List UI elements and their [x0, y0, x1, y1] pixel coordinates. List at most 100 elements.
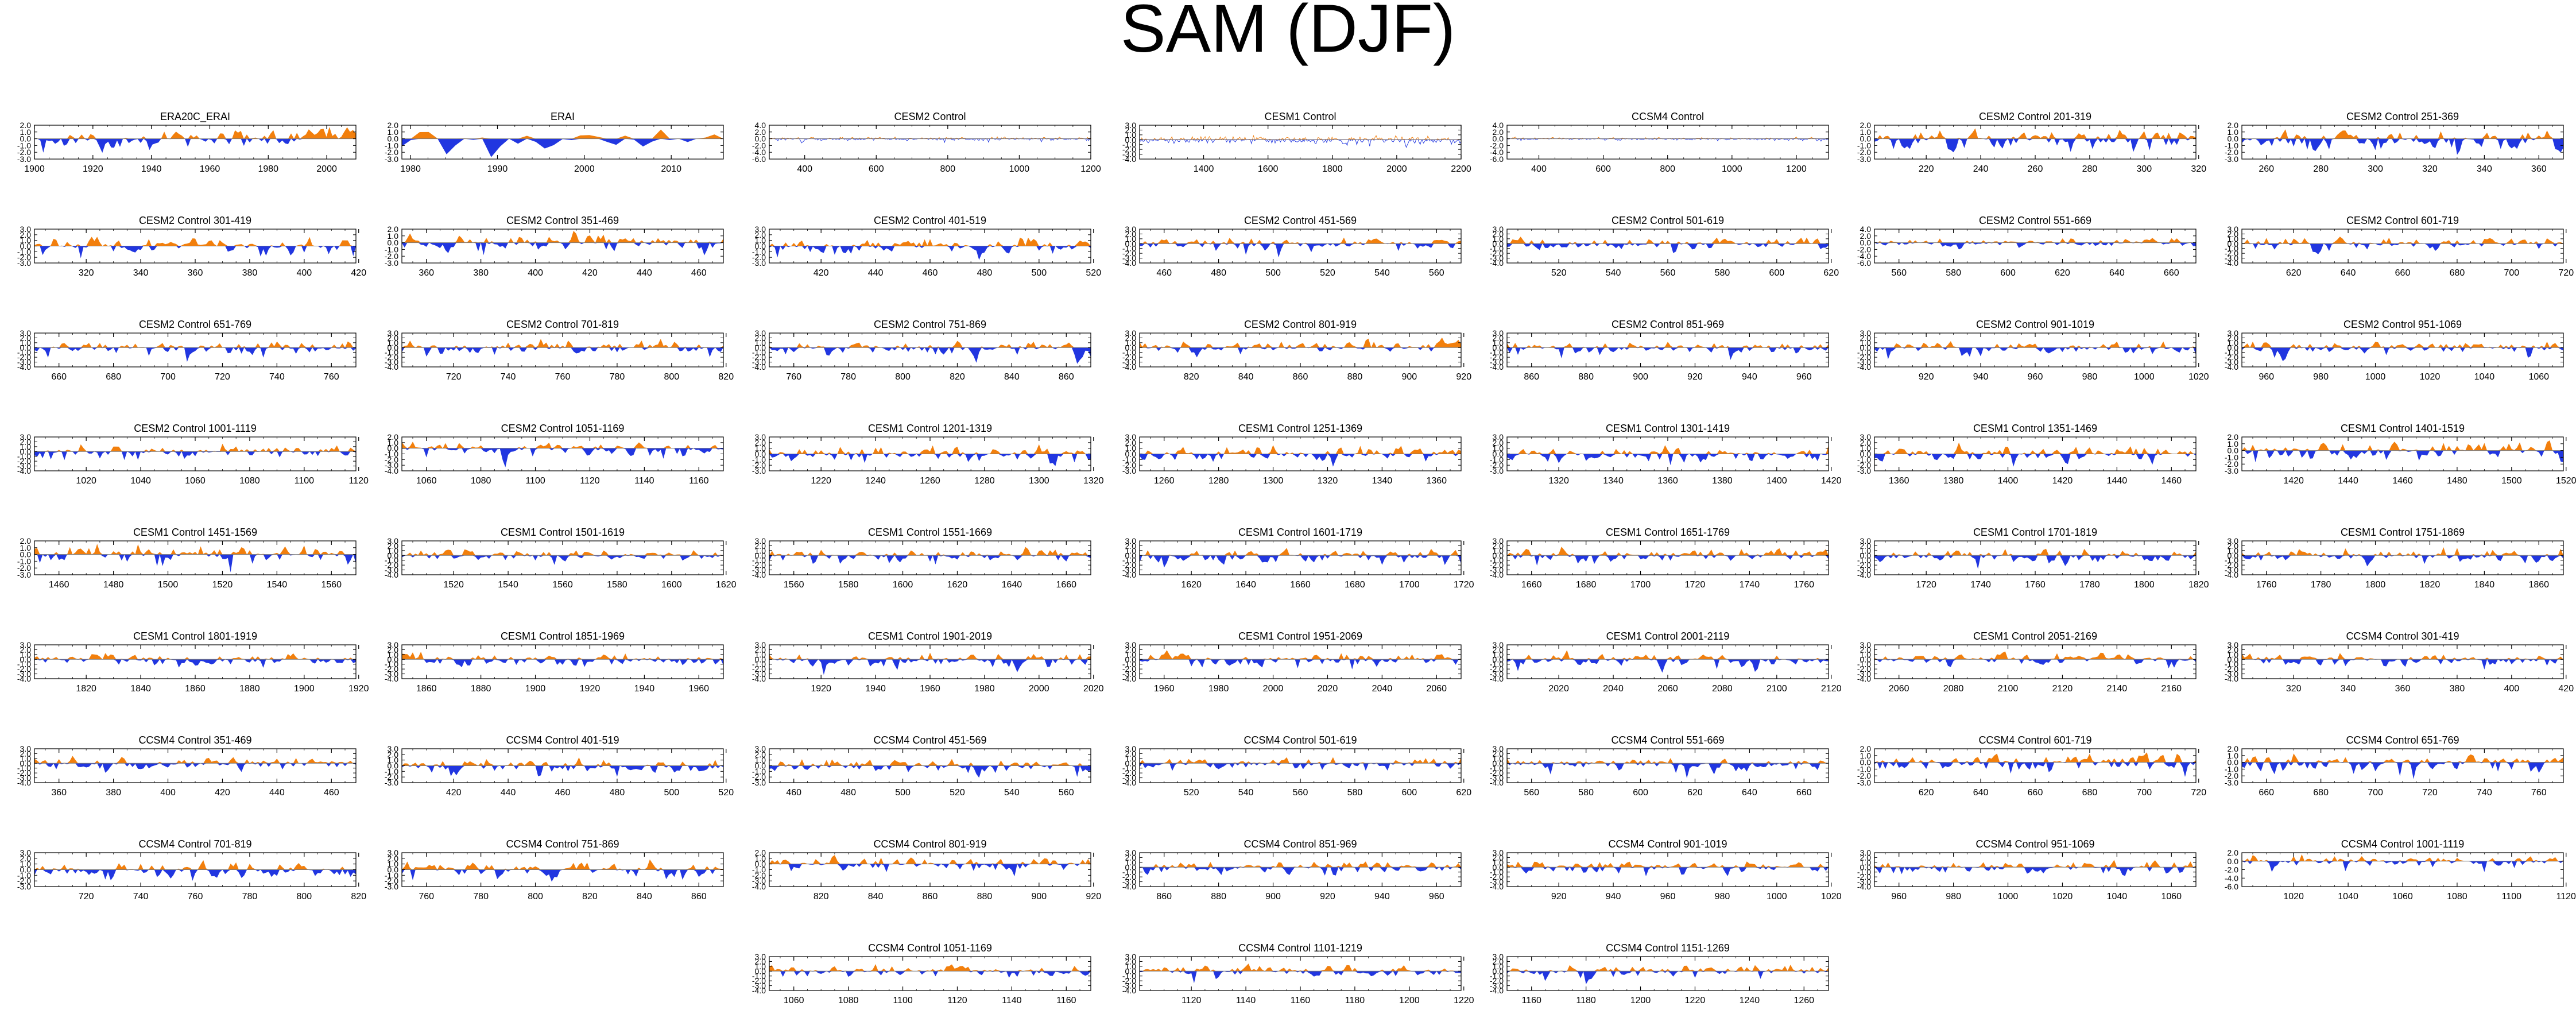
negative-area [2242, 659, 2563, 670]
x-tick-label: 620 [1919, 788, 1934, 798]
plot-frame [2241, 229, 2564, 264]
positive-area [769, 341, 1091, 348]
x-tick-label: 540 [1606, 268, 1621, 278]
y-tick-label: 0.0 [755, 860, 766, 869]
y-tick-label: -2.0 [1857, 148, 1871, 157]
x-tick-label: 380 [473, 268, 489, 278]
y-tick-label: 2.0 [388, 750, 399, 759]
y-tick-label: -2.0 [2225, 560, 2238, 570]
y-tick-label: -2.0 [385, 876, 398, 885]
negative-area [769, 659, 1091, 675]
y-tick-label: 0.0 [1493, 862, 1504, 872]
y-tick-label: -2.0 [2225, 664, 2238, 674]
y-tick-label: 0.0 [1860, 758, 1872, 767]
x-tick-label: 1960 [200, 164, 220, 174]
plot-frame [1506, 332, 1829, 367]
y-tick-label: -1.0 [385, 245, 398, 254]
x-tick-label: 1200 [1786, 164, 1807, 174]
x-tick-label: 440 [269, 788, 285, 798]
x-tick-label: 1600 [893, 580, 913, 590]
negative-area [1507, 555, 1829, 566]
y-tick-label: 1.0 [20, 754, 32, 763]
x-tick-label: 920 [1551, 892, 1567, 902]
x-tick-label: 1380 [1712, 476, 1733, 486]
y-tick-label: 2.0 [20, 121, 32, 130]
x-tick-label: 560 [1891, 268, 1907, 278]
panel-title: CESM1 Control 1201-1319 [868, 423, 992, 434]
positive-area [402, 339, 723, 348]
panel-title: CCSM4 Control 851-969 [1244, 838, 1357, 850]
y-tick-label: -4.0 [2225, 674, 2238, 683]
plot-frame [34, 540, 357, 575]
x-tick-label: 720 [2191, 788, 2206, 798]
positive-area [402, 549, 723, 556]
y-tick-label: 1.0 [2228, 546, 2239, 555]
y-tick-label: 1.0 [1125, 234, 1137, 243]
x-tick-label: 1140 [634, 476, 654, 486]
negative-area [402, 347, 723, 357]
x-tick-label: 520 [1551, 268, 1567, 278]
panel-title: CCSM4 Control 901-1019 [1608, 838, 1727, 850]
y-tick-label: -3.0 [1122, 773, 1136, 783]
y-tick-label: -3.0 [752, 258, 766, 268]
x-tick-label: 1780 [2311, 580, 2331, 590]
x-tick-label: 780 [473, 892, 489, 902]
negative-area [1874, 454, 2196, 467]
y-tick-label: 0.0 [755, 134, 766, 144]
panel-title: CESM1 Control 1901-2019 [868, 630, 992, 642]
y-tick-label: 3.0 [755, 640, 766, 649]
x-tick-label: 520 [1320, 268, 1335, 278]
negative-area [402, 869, 723, 882]
x-tick-label: 680 [2313, 788, 2329, 798]
x-tick-label: 640 [2109, 268, 2125, 278]
y-tick-label: 3.0 [1860, 328, 1872, 338]
y-tick-label: -2.0 [1122, 145, 1136, 154]
x-tick-label: 400 [528, 268, 543, 278]
y-tick-label: 3.0 [20, 225, 32, 234]
y-tick-label: 0.0 [1493, 134, 1504, 144]
panel-title: CESM1 Control 1751-1869 [2341, 527, 2465, 538]
y-tick-label: -1.0 [385, 141, 398, 150]
x-tick-label: 860 [923, 892, 938, 902]
x-tick-label: 760 [324, 372, 339, 382]
x-tick-label: 480 [1211, 268, 1226, 278]
x-tick-label: 1240 [865, 476, 886, 486]
panel-title: CESM2 Control [894, 111, 966, 122]
y-tick-label: 3.0 [2228, 328, 2239, 338]
y-tick-label: 3.0 [2228, 225, 2239, 234]
y-tick-label: 0.0 [20, 134, 32, 144]
x-tick-label: 660 [2395, 268, 2411, 278]
y-tick-label: -3.0 [1857, 358, 1871, 367]
panel: CCSM4 Control 701-819 3.02.01.00.0-1.0-2.… [17, 838, 366, 902]
y-tick-label: 0.0 [755, 343, 766, 352]
negative-area [1507, 347, 1829, 360]
y-tick-label: 1.0 [1860, 338, 1872, 347]
negative-area [1507, 243, 1829, 253]
panel-title: CESM1 Control 1951-2069 [1238, 630, 1362, 642]
y-tick-label: -2.0 [1490, 872, 1504, 881]
y-tick-label: 0.0 [1125, 343, 1137, 352]
y-tick-label: -3.0 [1490, 773, 1504, 783]
x-tick-label: 620 [1456, 788, 1471, 798]
x-tick-label: 660 [2164, 268, 2179, 278]
x-tick-label: 420 [814, 268, 829, 278]
y-tick-label: -1.0 [1122, 348, 1136, 357]
x-tick-label: 1080 [471, 476, 491, 486]
y-tick-label: -4.0 [1122, 362, 1136, 372]
x-tick-label: 580 [1347, 788, 1363, 798]
x-tick-label: 1400 [1767, 476, 1787, 486]
y-tick-label: -4.0 [385, 570, 398, 579]
y-tick-label: 2.0 [755, 541, 766, 550]
y-tick-label: 1.0 [1493, 338, 1504, 347]
y-tick-label: 0.0 [20, 242, 32, 251]
panel-title: CCSM4 Control 551-669 [1611, 734, 1724, 746]
y-tick-label: -1.0 [2225, 556, 2238, 565]
y-tick-label: -2.0 [2225, 353, 2238, 362]
x-tick-label: 580 [1715, 268, 1730, 278]
x-tick-label: 560 [1059, 788, 1074, 798]
panel-title: CESM2 Control 651-769 [139, 319, 251, 330]
y-tick-label: 2.0 [1125, 333, 1137, 342]
y-tick-label: -3.0 [1857, 566, 1871, 575]
